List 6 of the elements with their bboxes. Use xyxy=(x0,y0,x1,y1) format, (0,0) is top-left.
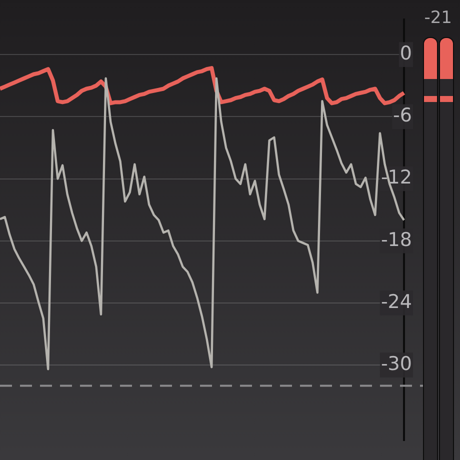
y-tick-label: -6 xyxy=(393,104,412,127)
text: -21 xyxy=(424,8,452,28)
y-tick-label: -24 xyxy=(380,290,412,313)
y-tick-label: -18 xyxy=(380,228,412,251)
y-tick-label: -30 xyxy=(380,352,412,375)
y-tick-label: 0 xyxy=(400,42,412,65)
